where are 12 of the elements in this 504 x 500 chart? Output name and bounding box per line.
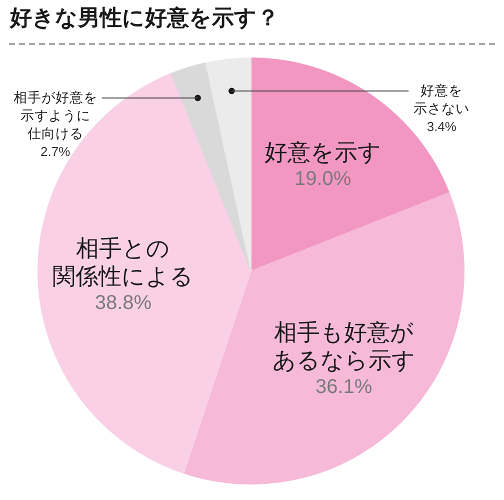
data-label: 3.4% — [426, 118, 456, 135]
data-label: 38.8% — [94, 291, 152, 315]
data-label: 2.7% — [40, 142, 70, 160]
data-label: 36.1% — [316, 374, 372, 399]
slice-label: 相手も好意があるなら示す — [271, 318, 416, 375]
slice-label: 相手が好意を示すように仕向ける — [12, 88, 98, 143]
chart-title: 好きな男性に好意を示す？ — [10, 5, 279, 33]
pie-slice — [205, 58, 252, 272]
slice-label: 好意を示す — [264, 139, 382, 168]
data-label: 19.0% — [294, 167, 352, 192]
slice-label: 好意を示さない — [412, 82, 471, 118]
slice-label: 相手との関係性による — [52, 235, 195, 291]
